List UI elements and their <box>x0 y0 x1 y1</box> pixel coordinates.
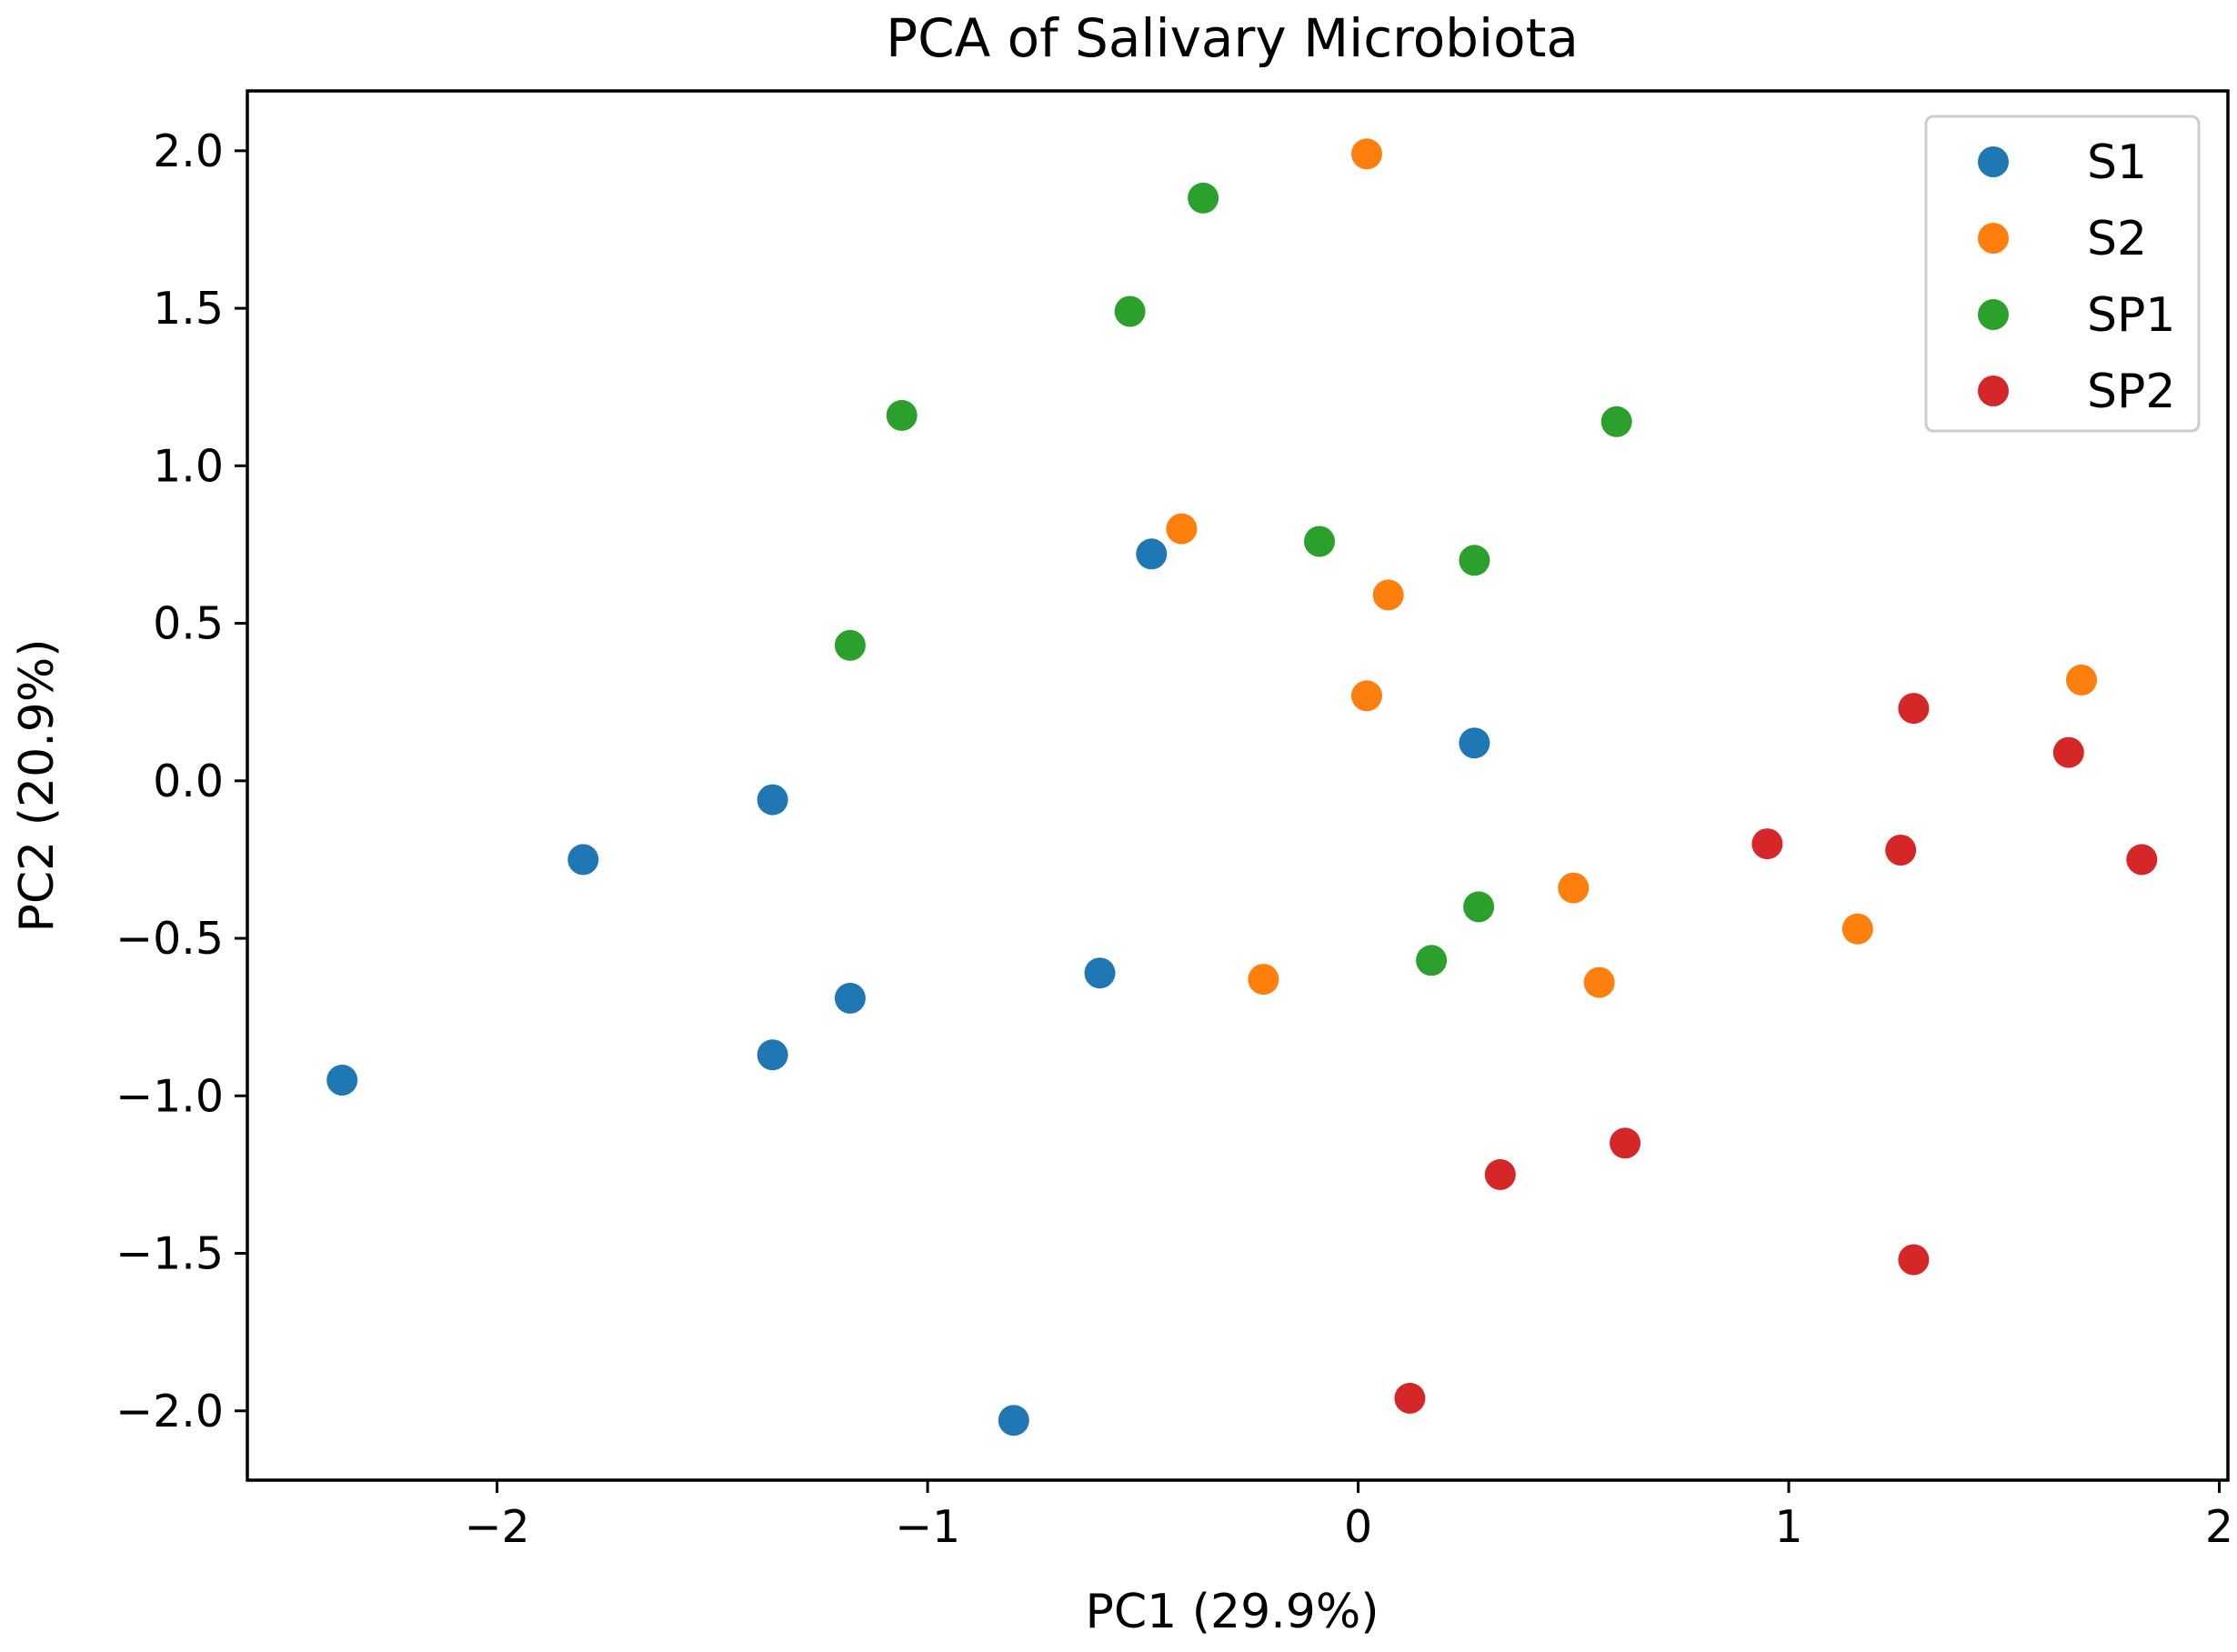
point-s2-2 <box>1166 513 1198 545</box>
legend-items: S1 S2 SP1 SP2 <box>1978 135 2175 419</box>
point-s1-7 <box>757 1039 788 1071</box>
point-sp2-4 <box>1885 835 1917 866</box>
points-layer <box>326 138 2158 1437</box>
y-tick-label: 2.0 <box>153 125 224 177</box>
chart-title: PCA of Salivary Microbiota <box>886 7 1579 69</box>
y-tick-label: 0.5 <box>153 598 224 650</box>
point-s2-8 <box>1248 964 1279 996</box>
point-s2-3 <box>1372 579 1404 611</box>
point-s2-4 <box>1351 680 1382 712</box>
legend-marker-s1 <box>1978 146 2009 177</box>
point-sp1-4 <box>1600 405 1632 437</box>
point-s1-3 <box>757 784 788 816</box>
point-s2-1 <box>1351 138 1382 170</box>
point-s1-5 <box>1084 957 1116 989</box>
x-tick-label: 2 <box>2205 1501 2233 1553</box>
legend-label-sp1: SP1 <box>2087 288 2175 343</box>
point-s2-9 <box>1583 966 1615 998</box>
legend-label-sp2: SP2 <box>2087 365 2175 419</box>
y-tick-label: −1.0 <box>115 1070 224 1122</box>
y-tick-label: 0.0 <box>153 756 224 807</box>
point-sp1-8 <box>1463 891 1495 923</box>
x-tick-label: −2 <box>465 1501 530 1553</box>
legend: S1 S2 SP1 SP2 <box>1924 115 2201 433</box>
legend-marker-sp1 <box>1978 299 2009 330</box>
point-s2-7 <box>1841 913 1873 945</box>
legend-marker-s2 <box>1978 223 2009 254</box>
point-s1-2 <box>1459 727 1490 759</box>
point-sp1-2 <box>1114 295 1146 327</box>
x-tick-label: 1 <box>1774 1501 1802 1553</box>
x-tick-label: 0 <box>1344 1501 1372 1553</box>
point-sp2-2 <box>2052 736 2084 768</box>
point-sp1-9 <box>1416 945 1448 976</box>
point-sp2-5 <box>2126 844 2158 876</box>
y-tick-label: −1.5 <box>115 1228 224 1280</box>
point-sp2-3 <box>1751 828 1783 860</box>
point-s1-6 <box>834 982 866 1014</box>
point-sp1-6 <box>1459 545 1490 576</box>
point-sp2-7 <box>1484 1158 1516 1190</box>
y-tick-label: 1.5 <box>153 283 224 335</box>
point-s2-6 <box>1558 872 1590 904</box>
y-tick-label: −0.5 <box>115 913 224 965</box>
y-tick-label: 1.0 <box>153 440 224 492</box>
point-s1-9 <box>998 1405 1029 1437</box>
y-axis-ticks: 2.0 1.5 1.0 0.5 0.0 −0.5 −1.0 −1.5 −2.0 <box>115 125 247 1437</box>
x-tick-label: −1 <box>895 1501 960 1553</box>
point-sp2-9 <box>1394 1382 1426 1414</box>
point-sp1-5 <box>1304 526 1335 557</box>
point-sp2-1 <box>1898 693 1930 725</box>
point-sp2-6 <box>1610 1127 1641 1159</box>
plot-frame <box>246 89 2230 1482</box>
legend-label-s1: S1 <box>2087 135 2147 190</box>
point-sp1-7 <box>834 629 866 661</box>
y-axis-label: PC2 (20.9%) <box>10 638 65 932</box>
point-sp1-3 <box>886 399 918 431</box>
legend-box <box>1924 115 2201 433</box>
point-s1-4 <box>567 844 599 876</box>
point-s2-5 <box>2066 664 2097 696</box>
x-axis-ticks: −2 −1 0 1 2 <box>465 1480 2233 1553</box>
x-axis-label: PC1 (29.9%) <box>1085 1585 1379 1639</box>
point-sp1-1 <box>1188 182 1219 214</box>
legend-label-s2: S2 <box>2087 212 2147 266</box>
y-tick-label: −2.0 <box>115 1386 224 1437</box>
legend-marker-sp2 <box>1978 375 2009 406</box>
point-s1-1 <box>1136 538 1168 570</box>
point-s1-8 <box>326 1065 358 1096</box>
point-sp2-8 <box>1898 1244 1930 1276</box>
